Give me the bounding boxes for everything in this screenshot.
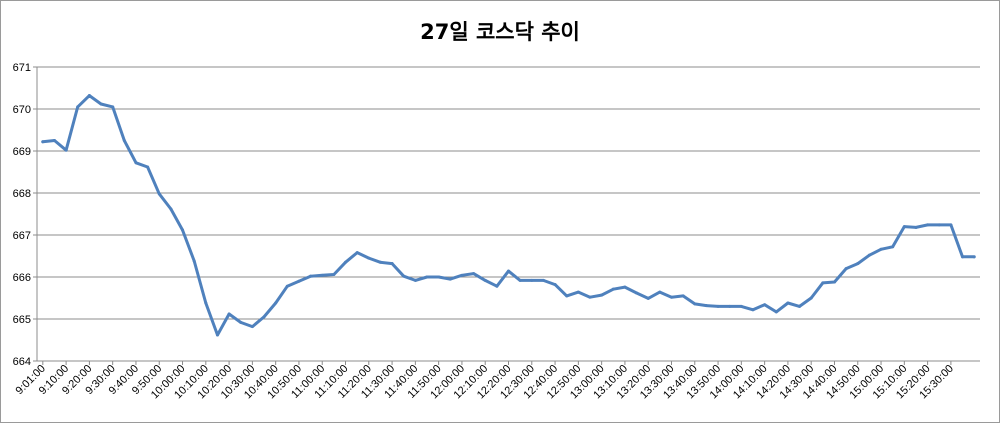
data-point [52,139,56,142]
data-point [716,304,720,308]
data-point [786,301,790,305]
data-point [332,272,336,276]
data-point [763,303,767,307]
data-point [844,267,848,271]
x-axis-ticks: 9:01:009:10:009:20:009:30:009:40:009:50:… [14,361,956,401]
data-point [181,228,185,232]
data-point [739,304,743,308]
data-point [378,260,382,264]
data-point [553,283,557,287]
data-point [576,290,580,294]
y-tick-label-671: 671 [13,62,31,74]
data-point [646,296,650,300]
data-point [728,304,732,308]
y-tick-label-670: 670 [13,104,31,116]
data-point [204,301,208,305]
data-point [460,273,464,277]
data-point [157,192,161,196]
data-point [588,295,592,299]
data-point [669,295,673,299]
data-point [64,148,68,152]
data-point [448,277,452,281]
y-tick-label-666: 666 [13,272,31,284]
data-point [111,105,115,109]
data-point [972,255,976,259]
data-point [518,278,522,282]
data-point [902,225,906,229]
data-point [541,278,545,282]
data-point [413,278,417,282]
data-point [390,262,394,266]
data-point [355,251,359,255]
data-point [483,278,487,282]
data-point [87,94,91,98]
data-point [704,304,708,308]
data-point [122,139,126,142]
data-point [949,223,953,227]
y-tick-label-667: 667 [13,230,31,242]
data-point [76,105,80,109]
data-point [751,308,755,312]
data-point [635,291,639,295]
data-point [914,225,918,229]
data-point [926,223,930,227]
data-point [798,304,802,308]
data-point [774,310,778,314]
data-point [565,294,569,298]
data-point [611,287,615,291]
data-point [658,290,662,294]
data-point [239,320,243,324]
data-point [530,278,534,282]
data-point [320,273,324,277]
data-point [344,260,348,264]
data-point [367,256,371,260]
chart-title: 27일 코스닥 추이 [420,20,580,44]
data-point [285,284,289,288]
data-point [507,269,510,273]
data-point [402,274,406,278]
y-tick-label-669: 669 [13,146,31,158]
data-point [297,279,301,283]
data-point [600,293,604,297]
data-point [262,315,266,319]
axes [36,67,980,362]
y-axis-ticks: 664 665 666 667 668 669 670 671 [13,62,37,368]
data-point [134,161,138,165]
data-point [832,280,836,284]
data-point [425,275,429,279]
data-point [821,281,825,285]
data-point [250,325,254,329]
data-point [879,247,883,251]
data-point [437,275,441,279]
data-point [495,284,499,288]
data-point [472,272,476,276]
series-line [41,94,976,337]
data-point [146,165,150,169]
data-point [809,296,813,300]
data-point [891,245,895,249]
data-point [227,312,231,316]
data-point [215,333,219,337]
y-tick-label-665: 665 [13,314,31,326]
gridlines [37,66,980,320]
data-point [169,207,173,211]
y-tick-label-664: 664 [13,356,31,368]
data-point [41,140,45,144]
data-point [961,255,965,259]
data-point [192,259,196,263]
data-point [274,301,278,305]
y-tick-label-668: 668 [13,188,31,200]
data-point [681,294,685,298]
data-point [937,223,941,227]
data-point [867,253,871,257]
data-point [856,262,860,266]
data-point [309,274,313,278]
series-layer [41,94,976,337]
data-point [693,302,697,306]
data-point [99,102,103,106]
data-point [623,285,627,289]
